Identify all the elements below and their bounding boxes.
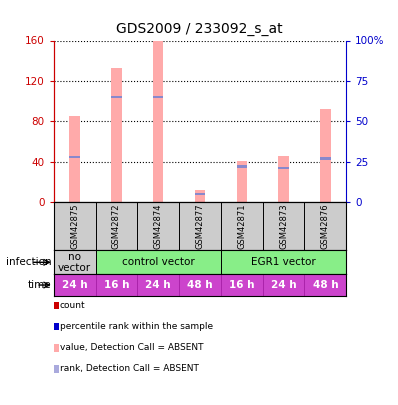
Bar — [54, 250, 96, 275]
Text: infection: infection — [6, 257, 52, 267]
Bar — [153, 40, 164, 202]
Bar — [195, 190, 205, 202]
Text: 48 h: 48 h — [187, 280, 213, 290]
Text: 16 h: 16 h — [229, 280, 255, 290]
Bar — [111, 96, 122, 98]
Bar — [195, 193, 205, 195]
Bar — [153, 96, 164, 98]
Text: no
vector: no vector — [58, 252, 91, 273]
Text: count: count — [60, 301, 86, 310]
Text: 24 h: 24 h — [271, 280, 297, 290]
Text: GSM42875: GSM42875 — [70, 203, 79, 249]
Bar — [69, 116, 80, 202]
Text: 48 h: 48 h — [312, 280, 338, 290]
Text: 24 h: 24 h — [62, 280, 88, 290]
Bar — [236, 165, 247, 168]
Bar — [236, 161, 247, 202]
Text: GDS2009 / 233092_s_at: GDS2009 / 233092_s_at — [116, 22, 282, 36]
Bar — [69, 156, 80, 158]
Text: control vector: control vector — [122, 257, 195, 267]
Bar — [278, 167, 289, 169]
Text: GSM42874: GSM42874 — [154, 203, 163, 249]
Bar — [320, 157, 331, 160]
Text: 24 h: 24 h — [145, 280, 171, 290]
Bar — [278, 156, 289, 202]
Text: value, Detection Call = ABSENT: value, Detection Call = ABSENT — [60, 343, 203, 352]
Text: percentile rank within the sample: percentile rank within the sample — [60, 322, 213, 331]
Bar — [320, 109, 331, 202]
Text: GSM42872: GSM42872 — [112, 203, 121, 249]
Text: rank, Detection Call = ABSENT: rank, Detection Call = ABSENT — [60, 364, 199, 373]
Text: GSM42877: GSM42877 — [195, 203, 205, 249]
Text: time: time — [28, 280, 52, 290]
Bar — [111, 68, 122, 202]
Text: EGR1 vector: EGR1 vector — [251, 257, 316, 267]
Text: GSM42873: GSM42873 — [279, 203, 288, 249]
Bar — [96, 250, 221, 275]
Text: 16 h: 16 h — [103, 280, 129, 290]
Text: GSM42876: GSM42876 — [321, 203, 330, 249]
Bar — [221, 250, 346, 275]
Text: GSM42871: GSM42871 — [237, 203, 246, 249]
